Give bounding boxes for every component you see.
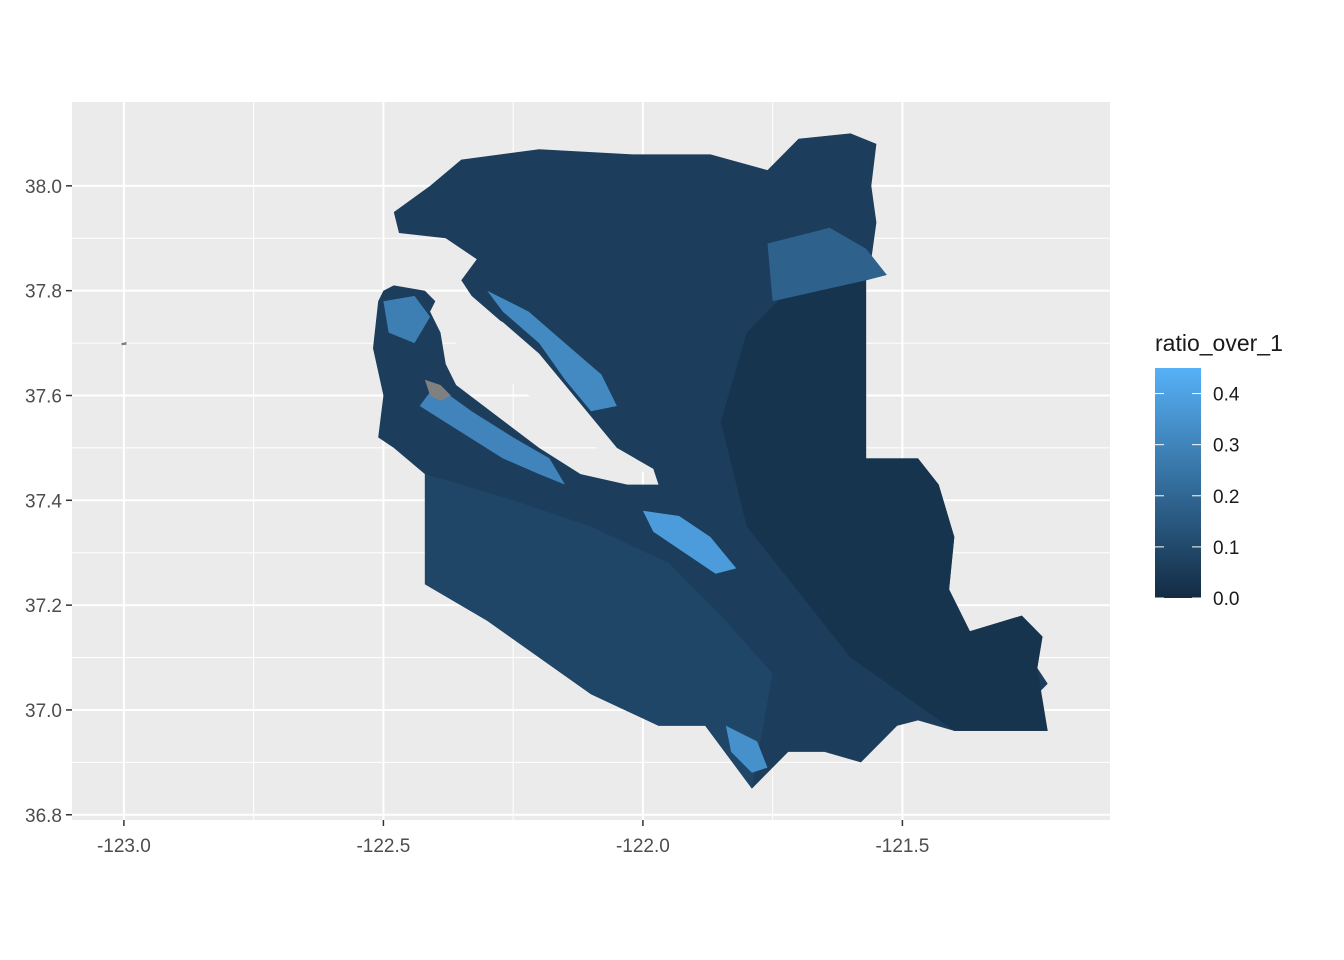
region-east-bay-hotspot — [487, 290, 617, 412]
legend-break-label: 0.3 — [1213, 436, 1239, 457]
region-bay-water — [456, 306, 654, 475]
legend-break-label: 0.2 — [1213, 487, 1239, 508]
region-sf-hotspot — [383, 295, 431, 344]
y-axis: 36.8 37.0 37.2 37.4 37.6 37.8 38.0 — [25, 177, 72, 827]
y-tick-label: 37.8 — [25, 282, 62, 303]
y-tick-label: 37.4 — [25, 491, 62, 512]
x-tick-label: -122.5 — [356, 836, 410, 857]
y-tick-label: 38.0 — [25, 177, 62, 198]
region-central-valley-tract — [720, 280, 1048, 731]
region-delta-tract — [767, 227, 887, 302]
legend: ratio_over_1 0.0 0.1 0.2 0.3 0.4 — [1155, 330, 1283, 610]
x-axis: -123.0 -122.5 -122.0 -121.5 — [97, 820, 929, 857]
y-tick-label: 37.6 — [25, 386, 62, 407]
region-na-islet — [121, 342, 127, 346]
major-gridlines — [72, 102, 1110, 820]
y-tick-label: 37.0 — [25, 701, 62, 722]
region-na-tract — [424, 379, 451, 401]
region-san-jose-hotspot — [642, 510, 737, 574]
x-tick-label: -121.5 — [875, 836, 929, 857]
region-lower-left-tract — [424, 474, 773, 789]
legend-colorbar — [1155, 368, 1201, 598]
region-santa-cruz-hotspot — [725, 725, 768, 773]
legend-break-label: 0.0 — [1213, 589, 1239, 610]
legend-title: ratio_over_1 — [1155, 330, 1283, 356]
region-peninsula-hotspot — [419, 385, 565, 485]
legend-break-label: 0.1 — [1213, 538, 1239, 559]
legend-break-label: 0.4 — [1213, 385, 1240, 406]
map-regions — [121, 133, 1048, 789]
x-tick-label: -122.0 — [616, 836, 670, 857]
y-tick-label: 37.2 — [25, 596, 62, 617]
x-tick-label: -123.0 — [97, 836, 151, 857]
legend-ticks: 0.0 0.1 0.2 0.3 0.4 — [1155, 385, 1240, 610]
y-tick-label: 36.8 — [25, 806, 62, 827]
